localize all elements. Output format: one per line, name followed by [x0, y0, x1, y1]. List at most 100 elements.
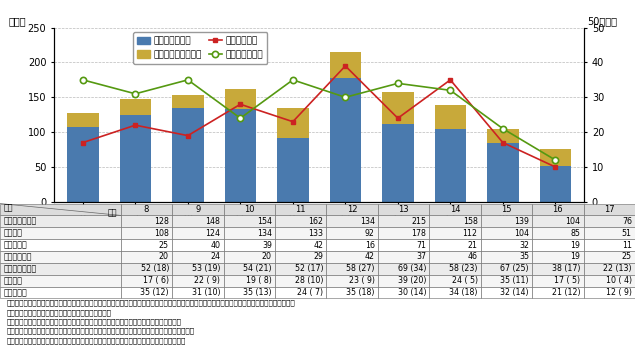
Bar — [429, 239, 481, 251]
Text: 104: 104 — [565, 217, 580, 226]
Bar — [584, 251, 635, 263]
Bar — [434, 105, 466, 129]
Text: ２：「対立抗争」の欄は、対立抗争事件に起因するとみられる銃器発砲事件数を示す。: ２：「対立抗争」の欄は、対立抗争事件に起因するとみられる銃器発砲事件数を示す。 — [6, 318, 182, 325]
Bar — [326, 204, 378, 215]
Bar — [330, 78, 361, 202]
Text: 104: 104 — [514, 229, 529, 238]
Bar — [326, 263, 378, 275]
Bar — [481, 251, 532, 263]
Bar — [532, 239, 584, 251]
Text: 12: 12 — [347, 205, 358, 214]
Bar — [119, 116, 151, 202]
Text: 21: 21 — [467, 240, 478, 249]
Text: 16: 16 — [364, 240, 375, 249]
Bar — [378, 287, 429, 298]
Text: 112: 112 — [462, 229, 478, 238]
Bar — [0, 239, 121, 251]
Bar — [584, 275, 635, 287]
Bar — [224, 287, 275, 298]
Bar — [429, 287, 481, 298]
Bar — [275, 251, 326, 263]
Bar — [487, 142, 519, 202]
Text: 35: 35 — [519, 253, 529, 262]
Bar — [540, 149, 571, 166]
Bar — [584, 263, 635, 275]
Text: 38 (17): 38 (17) — [552, 264, 580, 273]
Text: 28 (10): 28 (10) — [295, 276, 323, 285]
Text: 25: 25 — [159, 240, 169, 249]
Bar — [121, 287, 172, 298]
Text: 32: 32 — [519, 240, 529, 249]
Text: 11: 11 — [295, 205, 306, 214]
Bar — [172, 204, 224, 215]
Bar — [434, 129, 466, 202]
Text: 42: 42 — [313, 240, 323, 249]
Text: 死者数: 死者数 — [4, 276, 23, 285]
Bar — [275, 204, 326, 215]
Bar — [378, 227, 429, 239]
Text: 71: 71 — [416, 240, 426, 249]
Text: 24: 24 — [210, 253, 220, 262]
Bar — [224, 275, 275, 287]
Text: 年次: 年次 — [108, 208, 117, 217]
Bar — [584, 239, 635, 251]
Text: 22 (13): 22 (13) — [603, 264, 632, 273]
Text: 35 (12): 35 (12) — [140, 288, 169, 297]
Text: 20: 20 — [262, 253, 272, 262]
Bar — [378, 275, 429, 287]
Bar — [275, 287, 326, 298]
Bar — [429, 263, 481, 275]
Text: 23 ( 9): 23 ( 9) — [349, 276, 375, 285]
Bar — [0, 251, 121, 263]
Text: 暴力団等: 暴力団等 — [4, 229, 23, 238]
Bar — [532, 263, 584, 275]
Bar — [224, 204, 275, 215]
Bar — [172, 215, 224, 227]
Text: 158: 158 — [463, 217, 478, 226]
Bar — [277, 108, 309, 138]
Text: 19: 19 — [570, 253, 580, 262]
Bar — [487, 129, 519, 142]
Bar — [172, 108, 204, 202]
Bar — [326, 251, 378, 263]
Text: 76: 76 — [622, 217, 632, 226]
Bar — [224, 227, 275, 239]
Bar — [481, 287, 532, 298]
Text: その他・不明: その他・不明 — [4, 253, 32, 262]
Bar — [121, 227, 172, 239]
Bar — [481, 204, 532, 215]
Text: 22 ( 9): 22 ( 9) — [194, 276, 220, 285]
Bar — [121, 263, 172, 275]
Text: 134: 134 — [359, 217, 375, 226]
Text: 162: 162 — [308, 217, 323, 226]
Text: 16: 16 — [552, 205, 563, 214]
Text: 35 (11): 35 (11) — [500, 276, 529, 285]
Bar — [429, 215, 481, 227]
Bar — [275, 275, 326, 287]
Text: 31 (10): 31 (10) — [192, 288, 220, 297]
Bar — [172, 251, 224, 263]
Text: 139: 139 — [514, 217, 529, 226]
Bar — [119, 99, 151, 116]
Bar — [0, 263, 121, 275]
Bar — [224, 239, 275, 251]
Bar — [382, 124, 413, 202]
Text: 108: 108 — [154, 229, 169, 238]
Text: 53 (19): 53 (19) — [192, 264, 220, 273]
Text: 39 (20): 39 (20) — [398, 276, 426, 285]
Text: 負傷者数: 負傷者数 — [4, 288, 27, 297]
Bar — [224, 251, 275, 263]
Bar — [326, 227, 378, 239]
Bar — [67, 112, 98, 127]
Bar — [532, 204, 584, 215]
Bar — [532, 287, 584, 298]
Bar — [326, 287, 378, 298]
Text: 14: 14 — [450, 205, 460, 214]
Text: 133: 133 — [308, 229, 323, 238]
Bar — [532, 251, 584, 263]
Text: 52 (18): 52 (18) — [140, 264, 169, 273]
Bar — [584, 287, 635, 298]
Bar — [172, 227, 224, 239]
Bar — [330, 52, 361, 78]
Bar — [67, 127, 98, 202]
